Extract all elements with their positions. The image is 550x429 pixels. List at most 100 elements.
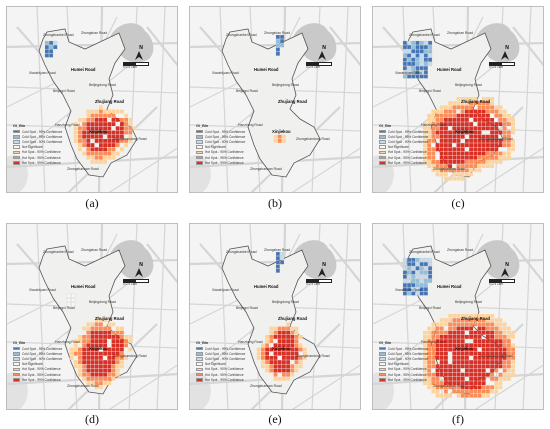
hot-spot-cell: [452, 385, 457, 390]
scale-labels: 0 0.5 1km: [306, 282, 320, 286]
hot-spot-cell: [103, 381, 107, 385]
road-label-humei: Humei Road: [437, 67, 462, 72]
hot-spot-cell: [286, 343, 290, 348]
legend-label: Hot Spot - 99% Confidence: [22, 160, 61, 165]
legend-swatch: [13, 362, 20, 366]
hot-spot-cell: [456, 322, 461, 327]
hot-spot-cell: [465, 164, 469, 168]
road-label-xinjiekou: Xinjiekou: [455, 129, 474, 134]
cold-spot-cell: [275, 268, 280, 273]
scale-labels: 0 0.5 1km: [123, 65, 137, 69]
legend-entry: Cold Spot - 99% Confidence: [379, 346, 428, 351]
legend-label: Not Significant: [388, 145, 409, 150]
hot-spot-cell: [73, 360, 78, 364]
hot-spot-cell: [103, 326, 107, 331]
hot-spot-cell: [431, 372, 436, 377]
hot-spot-cell: [469, 322, 473, 327]
hot-spot-cell: [298, 364, 303, 369]
legend-entry: Hot Spot - 95% Confidence: [13, 372, 62, 377]
hot-spot-cell: [452, 356, 457, 360]
road-label-zhongshanbei: Zhongshanbei Road: [43, 33, 74, 37]
hot-spot-cell: [82, 351, 86, 356]
hot-spot-cell: [444, 381, 448, 385]
hot-spot-cell: [448, 330, 452, 335]
road-label-hanzhong: Hanzhong Road: [421, 123, 446, 127]
cold-spot-cell: [419, 274, 424, 279]
hot-spot-cell: [115, 372, 120, 377]
hot-spot-cell: [423, 151, 427, 156]
legend-entry: Not Significant: [379, 145, 428, 150]
hot-spot-cell: [502, 322, 507, 327]
hot-spot-cell: [481, 126, 486, 131]
street-line: [522, 224, 532, 409]
cold-spot-cell: [428, 45, 433, 50]
hot-spot-cell: [111, 360, 116, 364]
cold-spot-cell: [415, 270, 420, 275]
hot-spot-cell: [294, 347, 299, 352]
hot-spot-cell: [498, 160, 503, 164]
cold-spot-cell: [428, 49, 433, 54]
hot-spot-cell: [94, 134, 99, 139]
hot-spot-cell: [86, 126, 91, 131]
hot-spot-cell: [427, 147, 431, 152]
hot-spot-cell: [460, 360, 465, 364]
hot-spot-cell: [444, 389, 448, 394]
hot-spot-cell: [465, 372, 469, 377]
hot-spot-cell: [456, 393, 461, 398]
hot-spot-cell: [261, 360, 265, 364]
legend-label: Cold Spot - 95% Confidence: [388, 351, 429, 356]
map-canvas: [7, 7, 177, 192]
hot-spot-cell: [94, 364, 99, 369]
cold-spot-cell: [402, 274, 407, 279]
legend-label: Hot Spot - 95% Confidence: [22, 372, 61, 377]
hot-spot-cell: [94, 372, 99, 377]
hot-spot-cell: [282, 326, 286, 331]
hot-spot-cell: [120, 109, 124, 114]
hot-spot-cell: [511, 143, 515, 147]
hot-spot-cell: [477, 134, 482, 139]
hot-spot-cell: [498, 330, 503, 335]
road-label-xinjiekou: Xinjiekou: [272, 129, 291, 134]
hot-spot-cell: [86, 322, 91, 327]
cold-spot-cell: [402, 70, 407, 75]
hot-spot-cell: [494, 318, 499, 322]
hot-spot-cell: [494, 326, 499, 331]
hot-spot-cell: [477, 122, 482, 126]
map-canvas: [190, 7, 360, 192]
legend-swatch: [379, 346, 386, 351]
legend-entry: Cold Spot - 95% Confidence: [379, 351, 428, 356]
road-label-zhongshannan: Zhongshannan Road: [67, 384, 99, 388]
hot-spot-cell: [494, 347, 499, 352]
hot-spot-cell: [431, 118, 436, 122]
north-label: N: [139, 45, 143, 51]
cold-spot-cell: [44, 49, 49, 54]
hot-spot-cell: [460, 385, 465, 390]
hot-spot-cell: [99, 160, 103, 164]
hot-spot-cell: [452, 330, 457, 335]
hot-spot-cell: [444, 339, 448, 343]
hot-spot-cell: [269, 347, 274, 352]
hot-spot-cell: [481, 105, 486, 110]
cold-spot-cell: [423, 262, 428, 267]
north-label: N: [322, 45, 326, 51]
legend-entry: Hot Spot - 99% Confidence: [379, 377, 428, 382]
hot-spot-cell: [94, 360, 99, 364]
cold-spot-cell: [415, 74, 420, 79]
hot-spot-cell: [290, 330, 295, 335]
hot-spot-cell: [511, 360, 515, 364]
road-label-beijingxi: Beijingxi Road: [53, 306, 75, 310]
hot-spot-cell: [78, 147, 82, 152]
hot-spot-cell: [498, 335, 503, 339]
street-line: [108, 147, 177, 192]
hot-spot-cell: [494, 134, 499, 139]
hot-spot-cell: [481, 343, 486, 348]
street-line: [329, 243, 360, 284]
hot-spot-cell: [124, 122, 128, 126]
road-label-zhongshanbei: Zhongshanbei Road: [409, 33, 440, 37]
hot-spot-cell: [427, 381, 431, 385]
cold-spot-cell: [275, 51, 280, 56]
hot-spot-cell: [460, 118, 465, 122]
cold-spot-cell: [411, 70, 416, 75]
cold-spot-cell: [415, 61, 420, 66]
hot-spot-cell: [481, 339, 486, 343]
